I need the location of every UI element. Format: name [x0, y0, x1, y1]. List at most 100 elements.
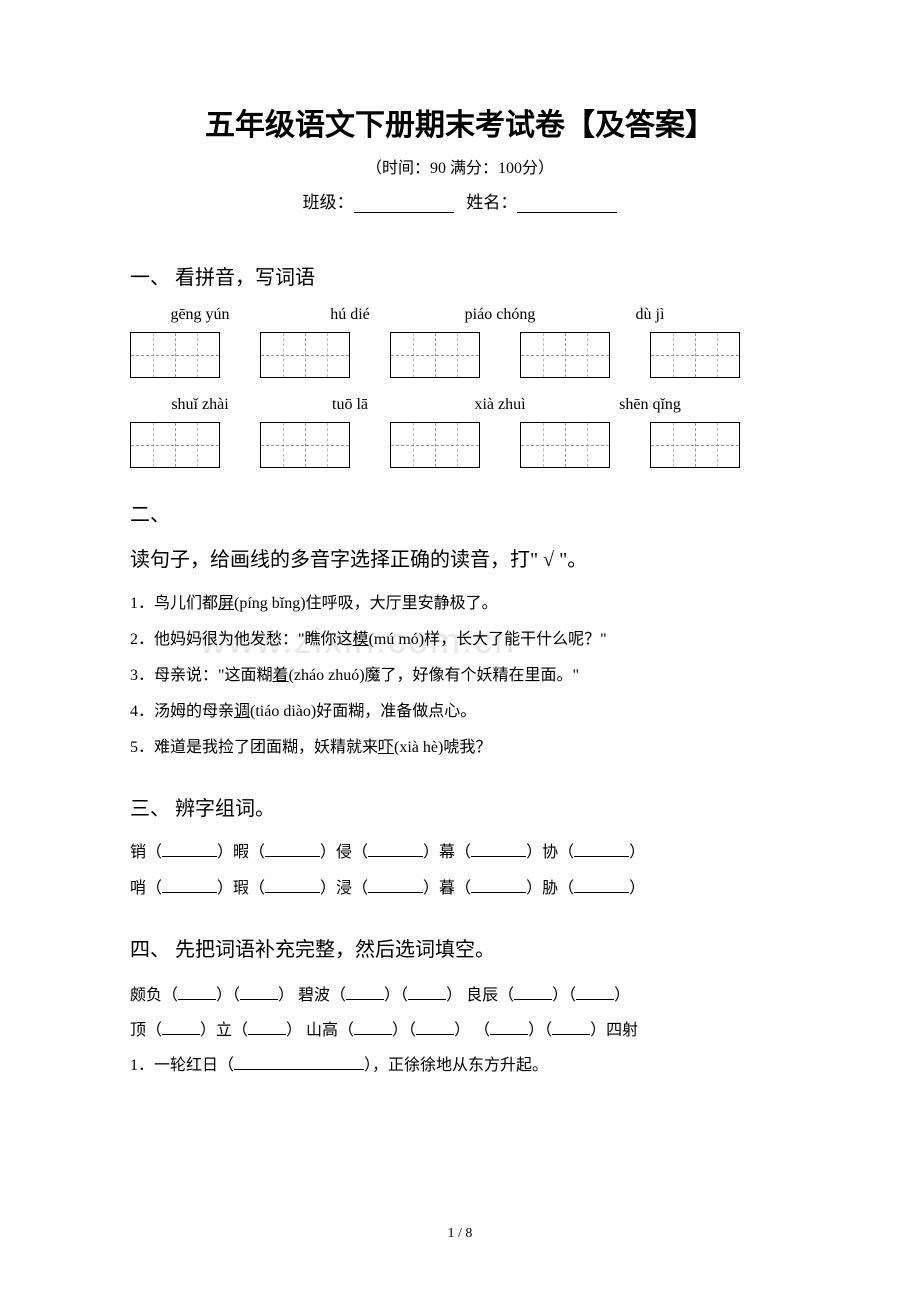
pinyin-item: gēng yún: [150, 306, 250, 324]
text: 2．他妈妈很为他发愁："瞧你这: [130, 631, 353, 648]
char-box[interactable]: [260, 422, 350, 468]
text: ）（: [552, 987, 576, 1004]
blank[interactable]: [552, 1021, 590, 1035]
text: 4．汤姆的母亲: [130, 703, 234, 720]
text: 哨（: [130, 880, 162, 897]
char-box-row-2: [130, 422, 790, 468]
pinyin-row-1: gēng yún hú dié piáo chóng dù jì: [150, 306, 790, 324]
text: 销（: [130, 844, 162, 861]
pinyin-item: shēn qǐng: [600, 396, 700, 414]
char-box[interactable]: [520, 422, 610, 468]
text: ） 山高（: [286, 1022, 354, 1039]
blank[interactable]: [576, 986, 614, 1000]
name-blank[interactable]: [517, 197, 617, 213]
text: ）暇（: [217, 844, 265, 861]
s3-line1: 销（）暇（）侵（）幕（）协（）: [130, 837, 790, 869]
section3-heading: 三、 辨字组词。: [130, 792, 790, 821]
section4-heading: 四、 先把词语补充完整，然后选词填空。: [130, 933, 790, 962]
q2-2: 2．他妈妈很为他发愁："瞧你这模(mú mó)样，长大了能干什么呢？": [130, 624, 790, 656]
underlined-char: 着: [273, 667, 289, 684]
text: ）立（: [200, 1022, 248, 1039]
char-box[interactable]: [390, 422, 480, 468]
char-box[interactable]: [130, 332, 220, 378]
blank[interactable]: [416, 1021, 454, 1035]
text: (mú mó)样，长大了能干什么呢？": [369, 631, 607, 648]
blank[interactable]: [574, 879, 629, 893]
class-label: 班级：: [303, 193, 354, 212]
blank[interactable]: [162, 843, 217, 857]
text: 1．鸟儿们都: [130, 595, 218, 612]
blank[interactable]: [368, 879, 423, 893]
s4-line2: 顶（ ）立（ ） 山高（ ）（ ） （ ）（ ）四射: [130, 1013, 790, 1048]
text: (zháo zhuó)魔了，好像有个妖精在里面。": [289, 667, 580, 684]
q2-3: 3．母亲说："这面糊着(zháo zhuó)魔了，好像有个妖精在里面。": [130, 660, 790, 692]
blank[interactable]: [248, 1021, 286, 1035]
text: 5．难道是我捡了团面糊，妖精就来: [130, 739, 378, 756]
text: ）四射: [590, 1022, 638, 1039]
char-box[interactable]: [260, 332, 350, 378]
text: 3．母亲说："这面糊: [130, 667, 273, 684]
q2-5: 5．难道是我捡了团面糊，妖精就来吓(xià hè)唬我？: [130, 732, 790, 764]
section2-heading: 读句子，给画线的多音字选择正确的读音，打" √ "。: [130, 543, 790, 572]
text: 顶（: [130, 1022, 162, 1039]
underlined-char: 屏: [218, 595, 234, 612]
underlined-char: 模: [353, 631, 369, 648]
text: ）（: [216, 987, 240, 1004]
page-title: 五年级语文下册期末考试卷【及答案】: [130, 100, 790, 144]
text: ）（: [528, 1022, 552, 1039]
blank[interactable]: [368, 843, 423, 857]
text: ）（: [392, 1022, 416, 1039]
blank[interactable]: [514, 986, 552, 1000]
text: ），正徐徐地从东方升起。: [364, 1057, 548, 1074]
char-box[interactable]: [650, 422, 740, 468]
text: ）: [614, 987, 630, 1004]
student-info: 班级： 姓名：: [130, 188, 790, 213]
blank[interactable]: [574, 843, 629, 857]
section2-num: 二、: [130, 498, 790, 527]
char-box[interactable]: [390, 332, 480, 378]
blank[interactable]: [234, 1056, 364, 1070]
char-box[interactable]: [650, 332, 740, 378]
pinyin-row-2: shuǐ zhài tuō lā xià zhuì shēn qǐng: [150, 396, 790, 414]
blank[interactable]: [354, 1021, 392, 1035]
text: (xià hè)唬我？: [394, 739, 491, 756]
text: ）胁（: [526, 880, 574, 897]
text: (tiáo diào)好面糊，准备做点心。: [250, 703, 476, 720]
page-number: 1 / 8: [0, 1226, 920, 1242]
text: ） 碧波（: [278, 987, 346, 1004]
s4-line1: 颇负（ ）（ ） 碧波（ ）（ ） 良辰（ ）（ ）: [130, 978, 790, 1013]
q2-4: 4．汤姆的母亲调(tiáo diào)好面糊，准备做点心。: [130, 696, 790, 728]
blank[interactable]: [490, 1021, 528, 1035]
char-box-row-1: [130, 332, 790, 378]
underlined-char: 调: [234, 703, 250, 720]
char-box[interactable]: [520, 332, 610, 378]
s4-q1: 1．一轮红日（），正徐徐地从东方升起。: [130, 1048, 790, 1083]
exam-meta: （时间：90 满分：100分）: [130, 154, 790, 178]
blank[interactable]: [265, 843, 320, 857]
text: ）（: [384, 987, 408, 1004]
underlined-char: 吓: [378, 739, 394, 756]
q2-1: 1．鸟儿们都屏(píng bǐng)住呼吸，大厅里安静极了。: [130, 588, 790, 620]
char-box[interactable]: [130, 422, 220, 468]
blank[interactable]: [471, 879, 526, 893]
blank[interactable]: [265, 879, 320, 893]
text: 颇负（: [130, 987, 178, 1004]
text: ） （: [454, 1022, 490, 1039]
text: ） 良辰（: [446, 987, 514, 1004]
blank[interactable]: [240, 986, 278, 1000]
pinyin-item: piáo chóng: [450, 306, 550, 324]
blank[interactable]: [408, 986, 446, 1000]
class-blank[interactable]: [354, 197, 454, 213]
blank[interactable]: [178, 986, 216, 1000]
blank[interactable]: [471, 843, 526, 857]
blank[interactable]: [346, 986, 384, 1000]
name-label: 姓名：: [466, 193, 517, 212]
text: ）: [629, 880, 645, 897]
blank[interactable]: [162, 879, 217, 893]
pinyin-item: shuǐ zhài: [150, 396, 250, 414]
pinyin-item: hú dié: [300, 306, 400, 324]
text: ）暮（: [423, 880, 471, 897]
text: ）侵（: [320, 844, 368, 861]
text: ）协（: [526, 844, 574, 861]
blank[interactable]: [162, 1021, 200, 1035]
